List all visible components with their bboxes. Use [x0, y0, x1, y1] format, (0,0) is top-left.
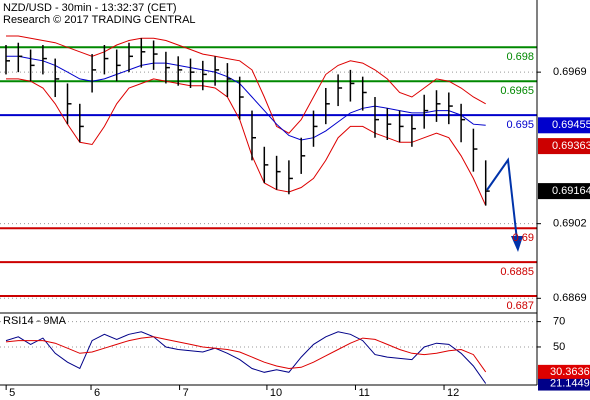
y-tick-label: 50 [553, 341, 565, 353]
value-marker [538, 364, 590, 379]
y-tick-label: 0.6969 [553, 66, 587, 78]
price-marker-label: 0.69455 [552, 119, 590, 131]
price-marker [538, 183, 590, 200]
indicator-line [6, 35, 486, 134]
y-tick-label: 0.6902 [553, 218, 587, 230]
value-marker-label: 21.1449 [550, 377, 590, 389]
chart-subtitle: Research © 2017 TRADING CENTRAL [3, 14, 196, 26]
y-tick-label: 0.6869 [553, 292, 587, 304]
x-tick-label: 12 [447, 387, 459, 399]
x-tick-label: 5 [9, 387, 15, 399]
arrow-head [511, 236, 523, 252]
rsi-title: RSI14 - 9MA [3, 315, 67, 327]
y-tick-label: 70 [553, 316, 565, 328]
indicator-line [6, 55, 486, 141]
rsi-line [5, 331, 487, 384]
price-marker-label: 0.69363 [552, 140, 590, 152]
value-marker [538, 376, 590, 391]
price-marker [538, 117, 590, 134]
level-label: 0.69 [513, 232, 534, 244]
value-marker-label: 30.3636 [550, 366, 590, 378]
price-marker [538, 138, 590, 155]
x-tick-label: 11 [358, 387, 369, 399]
indicator-line [6, 78, 487, 206]
level-label: 0.6965 [500, 85, 534, 97]
level-label: 0.698 [506, 51, 534, 63]
rsi-line [5, 336, 487, 373]
price-marker-label: 0.69164 [552, 185, 590, 197]
level-label: 0.687 [506, 300, 534, 312]
x-tick-label: 7 [183, 387, 189, 399]
level-label: 0.6885 [500, 266, 534, 278]
chart-title: NZD/USD - 30min - 13:32:37 (CET) [3, 2, 177, 14]
x-tick-label: 6 [94, 387, 100, 399]
projection-arrow [486, 157, 518, 241]
level-label: 0.695 [506, 119, 534, 131]
x-tick-label: 10 [270, 387, 282, 399]
